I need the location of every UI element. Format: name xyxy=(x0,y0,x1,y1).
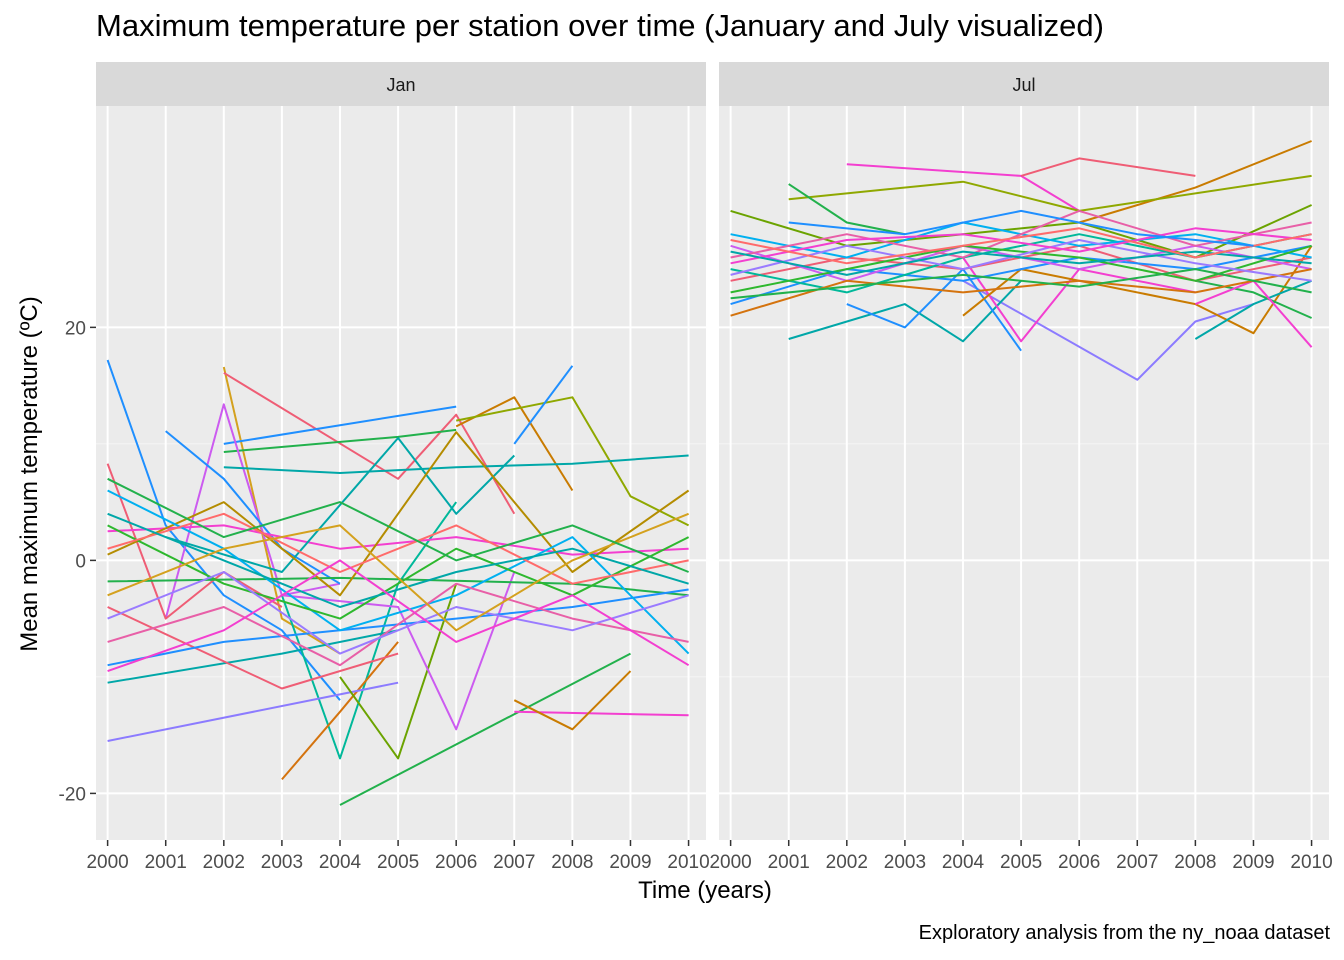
x-tick-label: 2000 xyxy=(709,852,751,873)
series-line xyxy=(106,359,341,701)
x-tick-label: 2003 xyxy=(261,852,303,873)
facet-strip-label: Jul xyxy=(1012,75,1035,95)
x-tick-label: 2008 xyxy=(1174,852,1216,873)
series-line xyxy=(281,641,399,781)
series-line xyxy=(107,681,399,742)
series-line xyxy=(962,279,1254,381)
series-line xyxy=(107,524,690,620)
x-tick-label: 2002 xyxy=(826,852,868,873)
series-line xyxy=(730,268,1312,300)
series-line xyxy=(107,559,690,673)
series-line xyxy=(165,437,516,573)
series-line xyxy=(730,239,1312,282)
x-tick-label: 2008 xyxy=(551,852,593,873)
x-tick-label: 2001 xyxy=(145,852,187,873)
series-line xyxy=(107,606,399,690)
x-tick-label: 2006 xyxy=(1058,852,1100,873)
x-tick-label: 2001 xyxy=(768,852,810,873)
chart-caption: Exploratory analysis from the ny_noaa da… xyxy=(918,922,1330,944)
series-line xyxy=(107,489,690,655)
panel-background xyxy=(96,106,706,840)
series-line xyxy=(107,512,689,585)
series-line xyxy=(513,365,574,445)
series-line xyxy=(962,256,1196,343)
series-line xyxy=(223,428,457,453)
series-line xyxy=(107,477,689,573)
x-tick-label: 2010 xyxy=(1290,852,1332,873)
series-line xyxy=(107,576,689,597)
series-line xyxy=(513,670,632,731)
x-tick-label: 2004 xyxy=(319,852,362,873)
x-axis-label: Time (years) xyxy=(638,877,772,904)
x-tick-label: 2002 xyxy=(203,852,245,873)
series-line xyxy=(1020,157,1196,177)
series-line xyxy=(223,405,457,445)
series-line xyxy=(107,571,689,655)
facet-strip xyxy=(719,62,1329,106)
series-line xyxy=(1195,279,1313,319)
series-line xyxy=(1078,140,1312,224)
series-line xyxy=(788,209,1254,247)
x-tick-label: 2007 xyxy=(493,852,535,873)
x-tick-label: 2010 xyxy=(667,852,709,873)
facet-strip xyxy=(96,62,706,106)
series-line xyxy=(730,227,1312,265)
x-tick-label: 2004 xyxy=(942,852,985,873)
y-tick-label: 0 xyxy=(75,551,86,572)
series-line xyxy=(165,430,341,585)
chart-title: Maximum temperature per station over tim… xyxy=(96,8,1104,43)
series-line xyxy=(339,652,631,806)
series-line xyxy=(846,268,1022,352)
y-tick-label: -20 xyxy=(59,784,86,805)
series-line xyxy=(107,512,689,608)
x-tick-label: 2006 xyxy=(435,852,477,873)
series-line xyxy=(281,571,516,731)
series-line xyxy=(107,512,689,632)
facet-strip-label: Jan xyxy=(386,75,415,95)
series-line xyxy=(107,431,690,597)
series-line xyxy=(107,582,689,667)
series-line xyxy=(730,244,1312,294)
y-tick-label: 20 xyxy=(65,318,86,339)
series-line xyxy=(280,501,458,760)
series-line xyxy=(223,371,516,515)
series-line xyxy=(730,268,1312,317)
x-tick-label: 2003 xyxy=(884,852,926,873)
x-tick-label: 2000 xyxy=(86,852,128,873)
series-line xyxy=(223,454,689,474)
series-line xyxy=(339,583,458,760)
x-tick-label: 2007 xyxy=(1116,852,1158,873)
series-line xyxy=(788,183,906,236)
series-line xyxy=(164,403,341,619)
series-line xyxy=(730,227,1312,265)
series-line xyxy=(788,174,1312,212)
panel-background xyxy=(719,106,1329,840)
x-tick-label: 2005 xyxy=(1000,852,1042,873)
series-line xyxy=(514,710,689,717)
x-tick-label: 2009 xyxy=(1232,852,1274,873)
series-line xyxy=(107,629,399,684)
x-tick-label: 2005 xyxy=(377,852,419,873)
x-tick-label: 2009 xyxy=(609,852,651,873)
